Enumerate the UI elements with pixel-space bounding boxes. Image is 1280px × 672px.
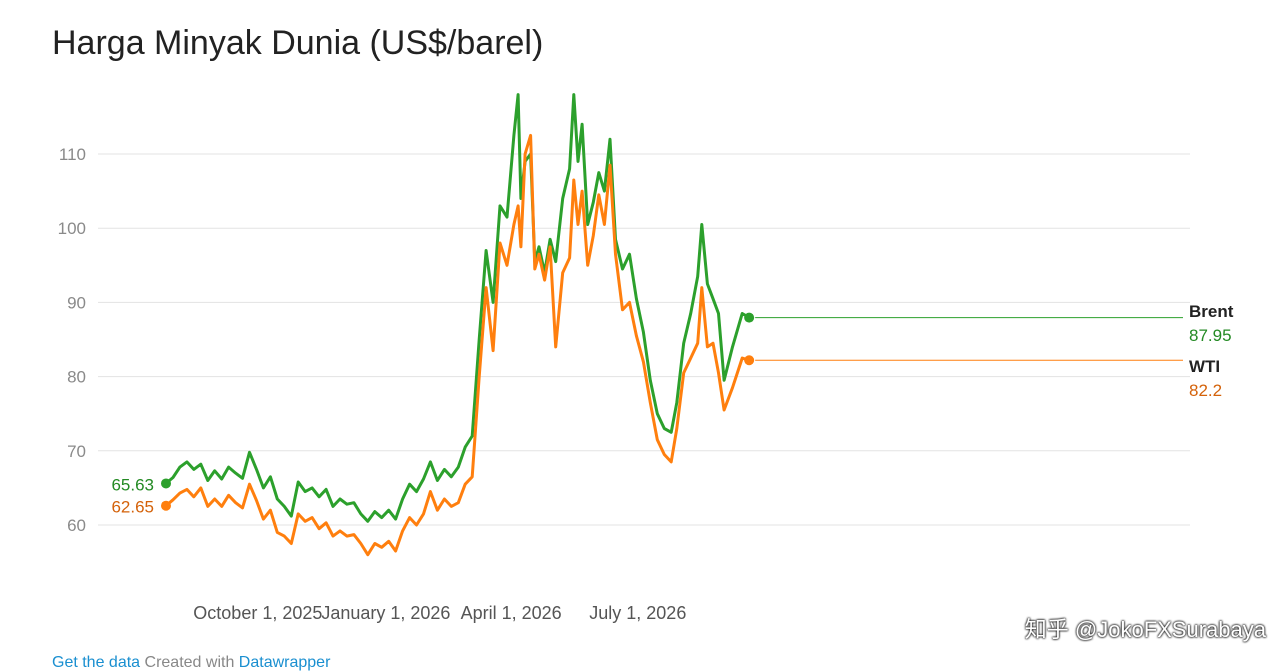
y-tick-label: 60 [67,516,86,535]
start-value-label: 62.65 [111,498,154,517]
y-tick-label: 80 [67,368,86,387]
y-tick-label: 100 [58,219,86,238]
start-value-label: 65.63 [111,475,154,494]
end-value-label: 82.2 [1189,381,1222,400]
watermark: 知乎 @JokoFXSurabaya [1024,617,1266,642]
series-line-wti [165,133,750,557]
chart-title: Harga Minyak Dunia (US$/barel) [52,24,544,62]
series-name-label: Brent [1189,302,1234,321]
created-with-text: Created with [144,654,235,671]
series-labels: 65.63 Brent 87.95 62.65 WTI 82.2 [111,302,1233,517]
y-tick-label: 90 [67,293,86,312]
y-tick-label: 70 [67,442,86,461]
tool-link[interactable]: Datawrapper [238,654,331,671]
start-point-brent [161,478,171,489]
end-value-label: 87.95 [1189,326,1232,345]
start-point-wti [161,500,171,511]
y-tick-label: 110 [59,145,86,164]
end-point-wti [744,355,755,366]
x-tick-label: January 1, 2026 [321,603,450,623]
x-tick-label: July 1, 2026 [589,603,686,623]
y-axis-ticks: 60 70 80 90 100 110 [58,145,86,535]
get-data-link[interactable]: Get the data [52,654,141,671]
series-line-brent [165,93,750,523]
end-point-brent [744,312,755,323]
footer: Get the data Created with Datawrapper [52,654,330,672]
grid-lines [98,153,1190,526]
series-name-label: WTI [1189,357,1220,376]
x-tick-label: April 1, 2026 [461,603,562,623]
x-tick-label: October 1, 2025 [193,603,322,623]
series-lines [161,93,755,557]
